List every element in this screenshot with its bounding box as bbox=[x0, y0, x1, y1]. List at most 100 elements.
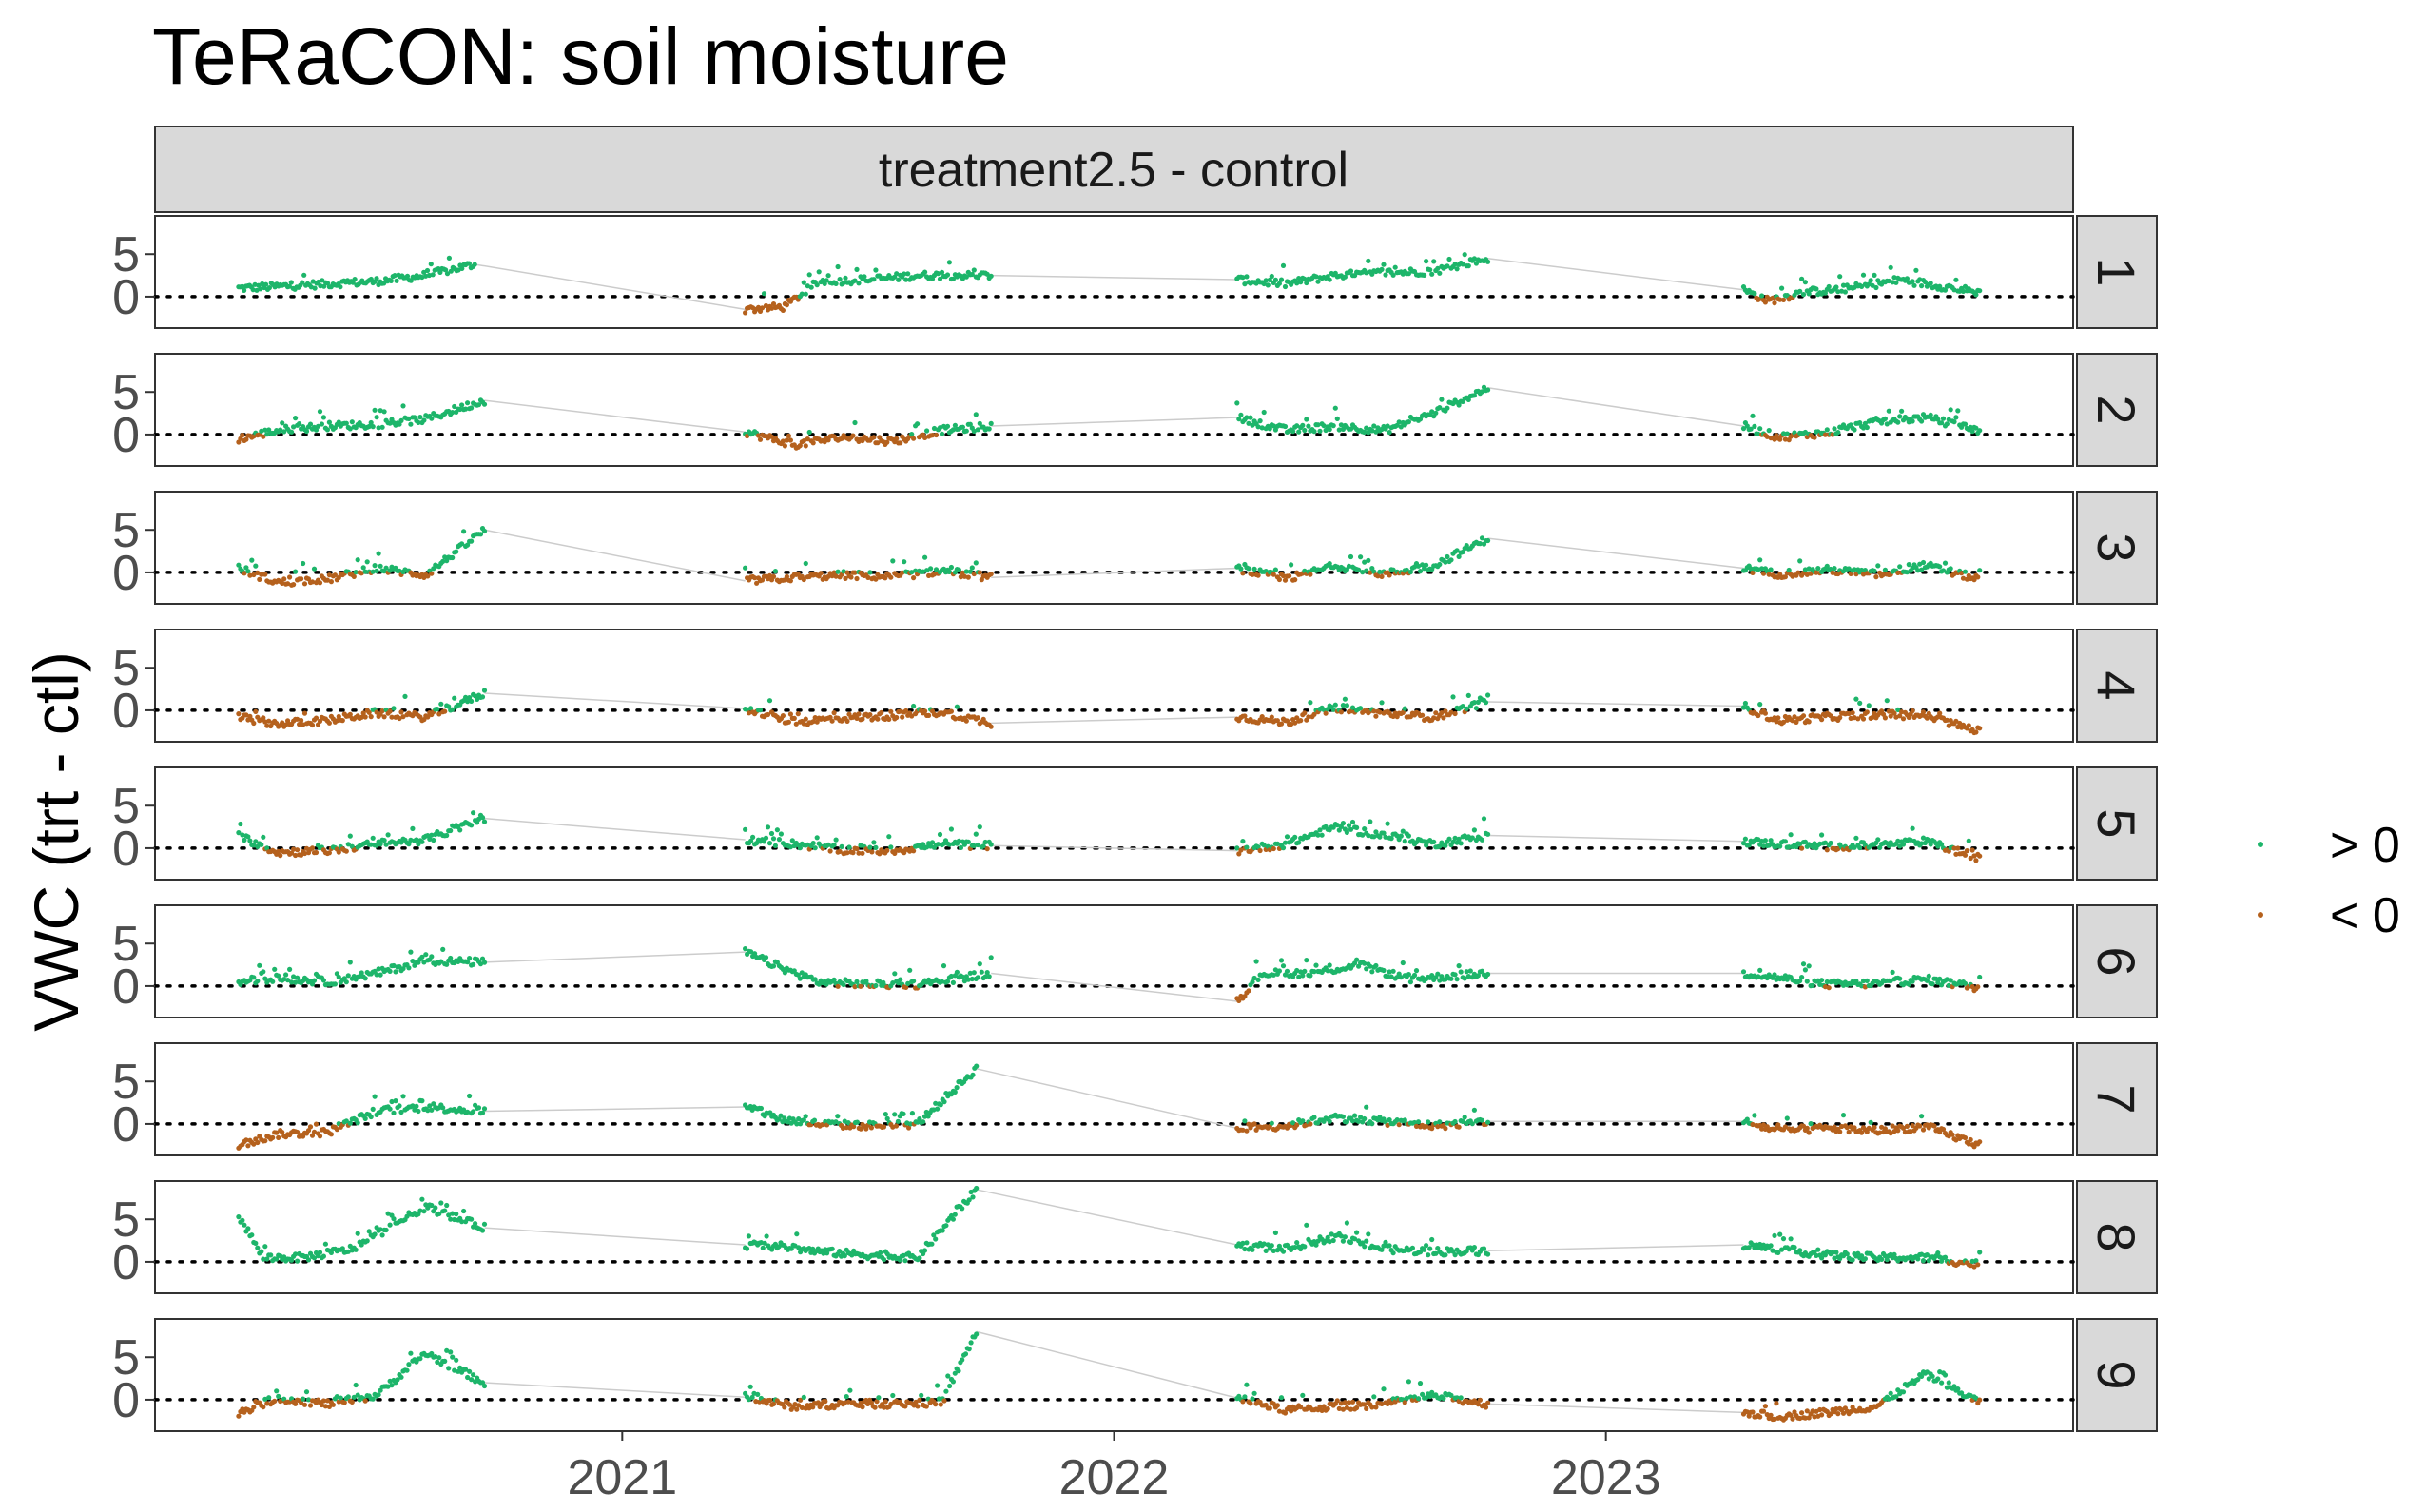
data-point bbox=[770, 301, 777, 307]
data-point bbox=[1862, 1256, 1868, 1262]
data-point bbox=[1471, 827, 1477, 833]
data-point bbox=[387, 968, 393, 974]
data-point bbox=[307, 421, 314, 427]
data-point bbox=[291, 846, 297, 852]
data-point bbox=[1750, 570, 1756, 576]
data-point bbox=[1788, 832, 1794, 838]
data-point bbox=[1800, 292, 1807, 298]
data-point bbox=[1817, 1406, 1823, 1413]
data-point bbox=[370, 424, 376, 430]
data-point bbox=[1271, 972, 1276, 978]
data-point bbox=[1906, 981, 1911, 987]
data-point bbox=[867, 712, 873, 718]
data-point bbox=[1465, 263, 1471, 269]
data-point bbox=[1257, 418, 1263, 424]
data-point bbox=[874, 1399, 880, 1405]
data-point bbox=[1800, 713, 1807, 719]
data-point bbox=[915, 421, 921, 427]
data-point bbox=[295, 1258, 301, 1264]
data-point bbox=[463, 406, 469, 412]
data-point bbox=[289, 1257, 295, 1263]
data-point bbox=[378, 408, 383, 414]
data-point bbox=[1935, 1376, 1941, 1382]
data-point bbox=[1471, 1245, 1477, 1250]
data-point bbox=[823, 1247, 828, 1252]
data-point bbox=[1278, 958, 1285, 963]
data-point bbox=[1832, 1124, 1837, 1130]
data-point bbox=[406, 965, 412, 971]
data-point bbox=[1456, 836, 1462, 843]
data-point bbox=[1431, 715, 1437, 721]
data-point bbox=[1369, 1121, 1375, 1127]
data-point bbox=[1383, 272, 1388, 278]
data-point bbox=[797, 443, 803, 449]
data-point bbox=[1411, 972, 1418, 979]
data-point bbox=[1394, 1117, 1400, 1123]
data-point bbox=[295, 847, 301, 853]
data-point bbox=[311, 978, 318, 983]
data-point bbox=[1895, 1128, 1901, 1134]
data-point bbox=[1242, 1118, 1248, 1124]
x-tick-label: 2021 bbox=[567, 1450, 677, 1505]
data-point bbox=[1840, 1410, 1847, 1416]
data-point bbox=[258, 286, 263, 292]
y-tick-label: 5 bbox=[112, 365, 140, 420]
data-point bbox=[928, 843, 934, 849]
data-point bbox=[1406, 271, 1411, 277]
data-point bbox=[245, 1226, 251, 1231]
y-tick-label: 0 bbox=[112, 960, 140, 1015]
data-point bbox=[786, 719, 792, 725]
data-point bbox=[293, 416, 299, 421]
data-point bbox=[251, 1141, 257, 1147]
data-point bbox=[1939, 420, 1945, 426]
data-point bbox=[368, 842, 374, 847]
data-point bbox=[355, 1120, 360, 1126]
data-point bbox=[1872, 272, 1877, 278]
data-point bbox=[276, 973, 281, 979]
data-point bbox=[875, 716, 881, 722]
data-point bbox=[324, 577, 330, 583]
data-point bbox=[1392, 264, 1398, 270]
data-point bbox=[1362, 1402, 1368, 1407]
data-point bbox=[1910, 825, 1915, 831]
data-point bbox=[1840, 282, 1847, 288]
data-point bbox=[1485, 259, 1491, 264]
data-point bbox=[883, 575, 888, 581]
data-point bbox=[852, 570, 858, 575]
data-point bbox=[276, 1134, 281, 1140]
data-point bbox=[374, 709, 379, 715]
data-point bbox=[317, 580, 323, 586]
data-point bbox=[1272, 967, 1278, 973]
data-point bbox=[313, 849, 320, 856]
data-point bbox=[1398, 833, 1404, 839]
data-point bbox=[1272, 277, 1278, 282]
data-point bbox=[843, 275, 848, 281]
data-point bbox=[831, 977, 837, 982]
data-point bbox=[1294, 967, 1300, 974]
data-point bbox=[1263, 1248, 1269, 1253]
data-point bbox=[366, 1229, 372, 1234]
data-point bbox=[782, 1405, 787, 1410]
data-point bbox=[1757, 967, 1763, 974]
data-point bbox=[1766, 428, 1772, 434]
data-point bbox=[1481, 816, 1487, 822]
data-point bbox=[385, 1384, 391, 1389]
data-point bbox=[341, 1400, 347, 1405]
data-point bbox=[1485, 1400, 1491, 1405]
data-point bbox=[1870, 282, 1875, 288]
data-point bbox=[1790, 1416, 1795, 1422]
data-point bbox=[758, 1105, 765, 1112]
data-point bbox=[956, 1368, 961, 1374]
data-point bbox=[881, 1405, 887, 1410]
data-point bbox=[1977, 974, 1983, 980]
data-point bbox=[877, 851, 883, 857]
data-point bbox=[293, 852, 299, 859]
data-point bbox=[1311, 429, 1317, 435]
data-point bbox=[1364, 425, 1369, 431]
data-point bbox=[436, 711, 442, 717]
data-point bbox=[967, 970, 973, 976]
data-point bbox=[465, 960, 471, 965]
data-point bbox=[301, 581, 308, 587]
data-point bbox=[1846, 1129, 1852, 1135]
data-point bbox=[1344, 1405, 1349, 1410]
